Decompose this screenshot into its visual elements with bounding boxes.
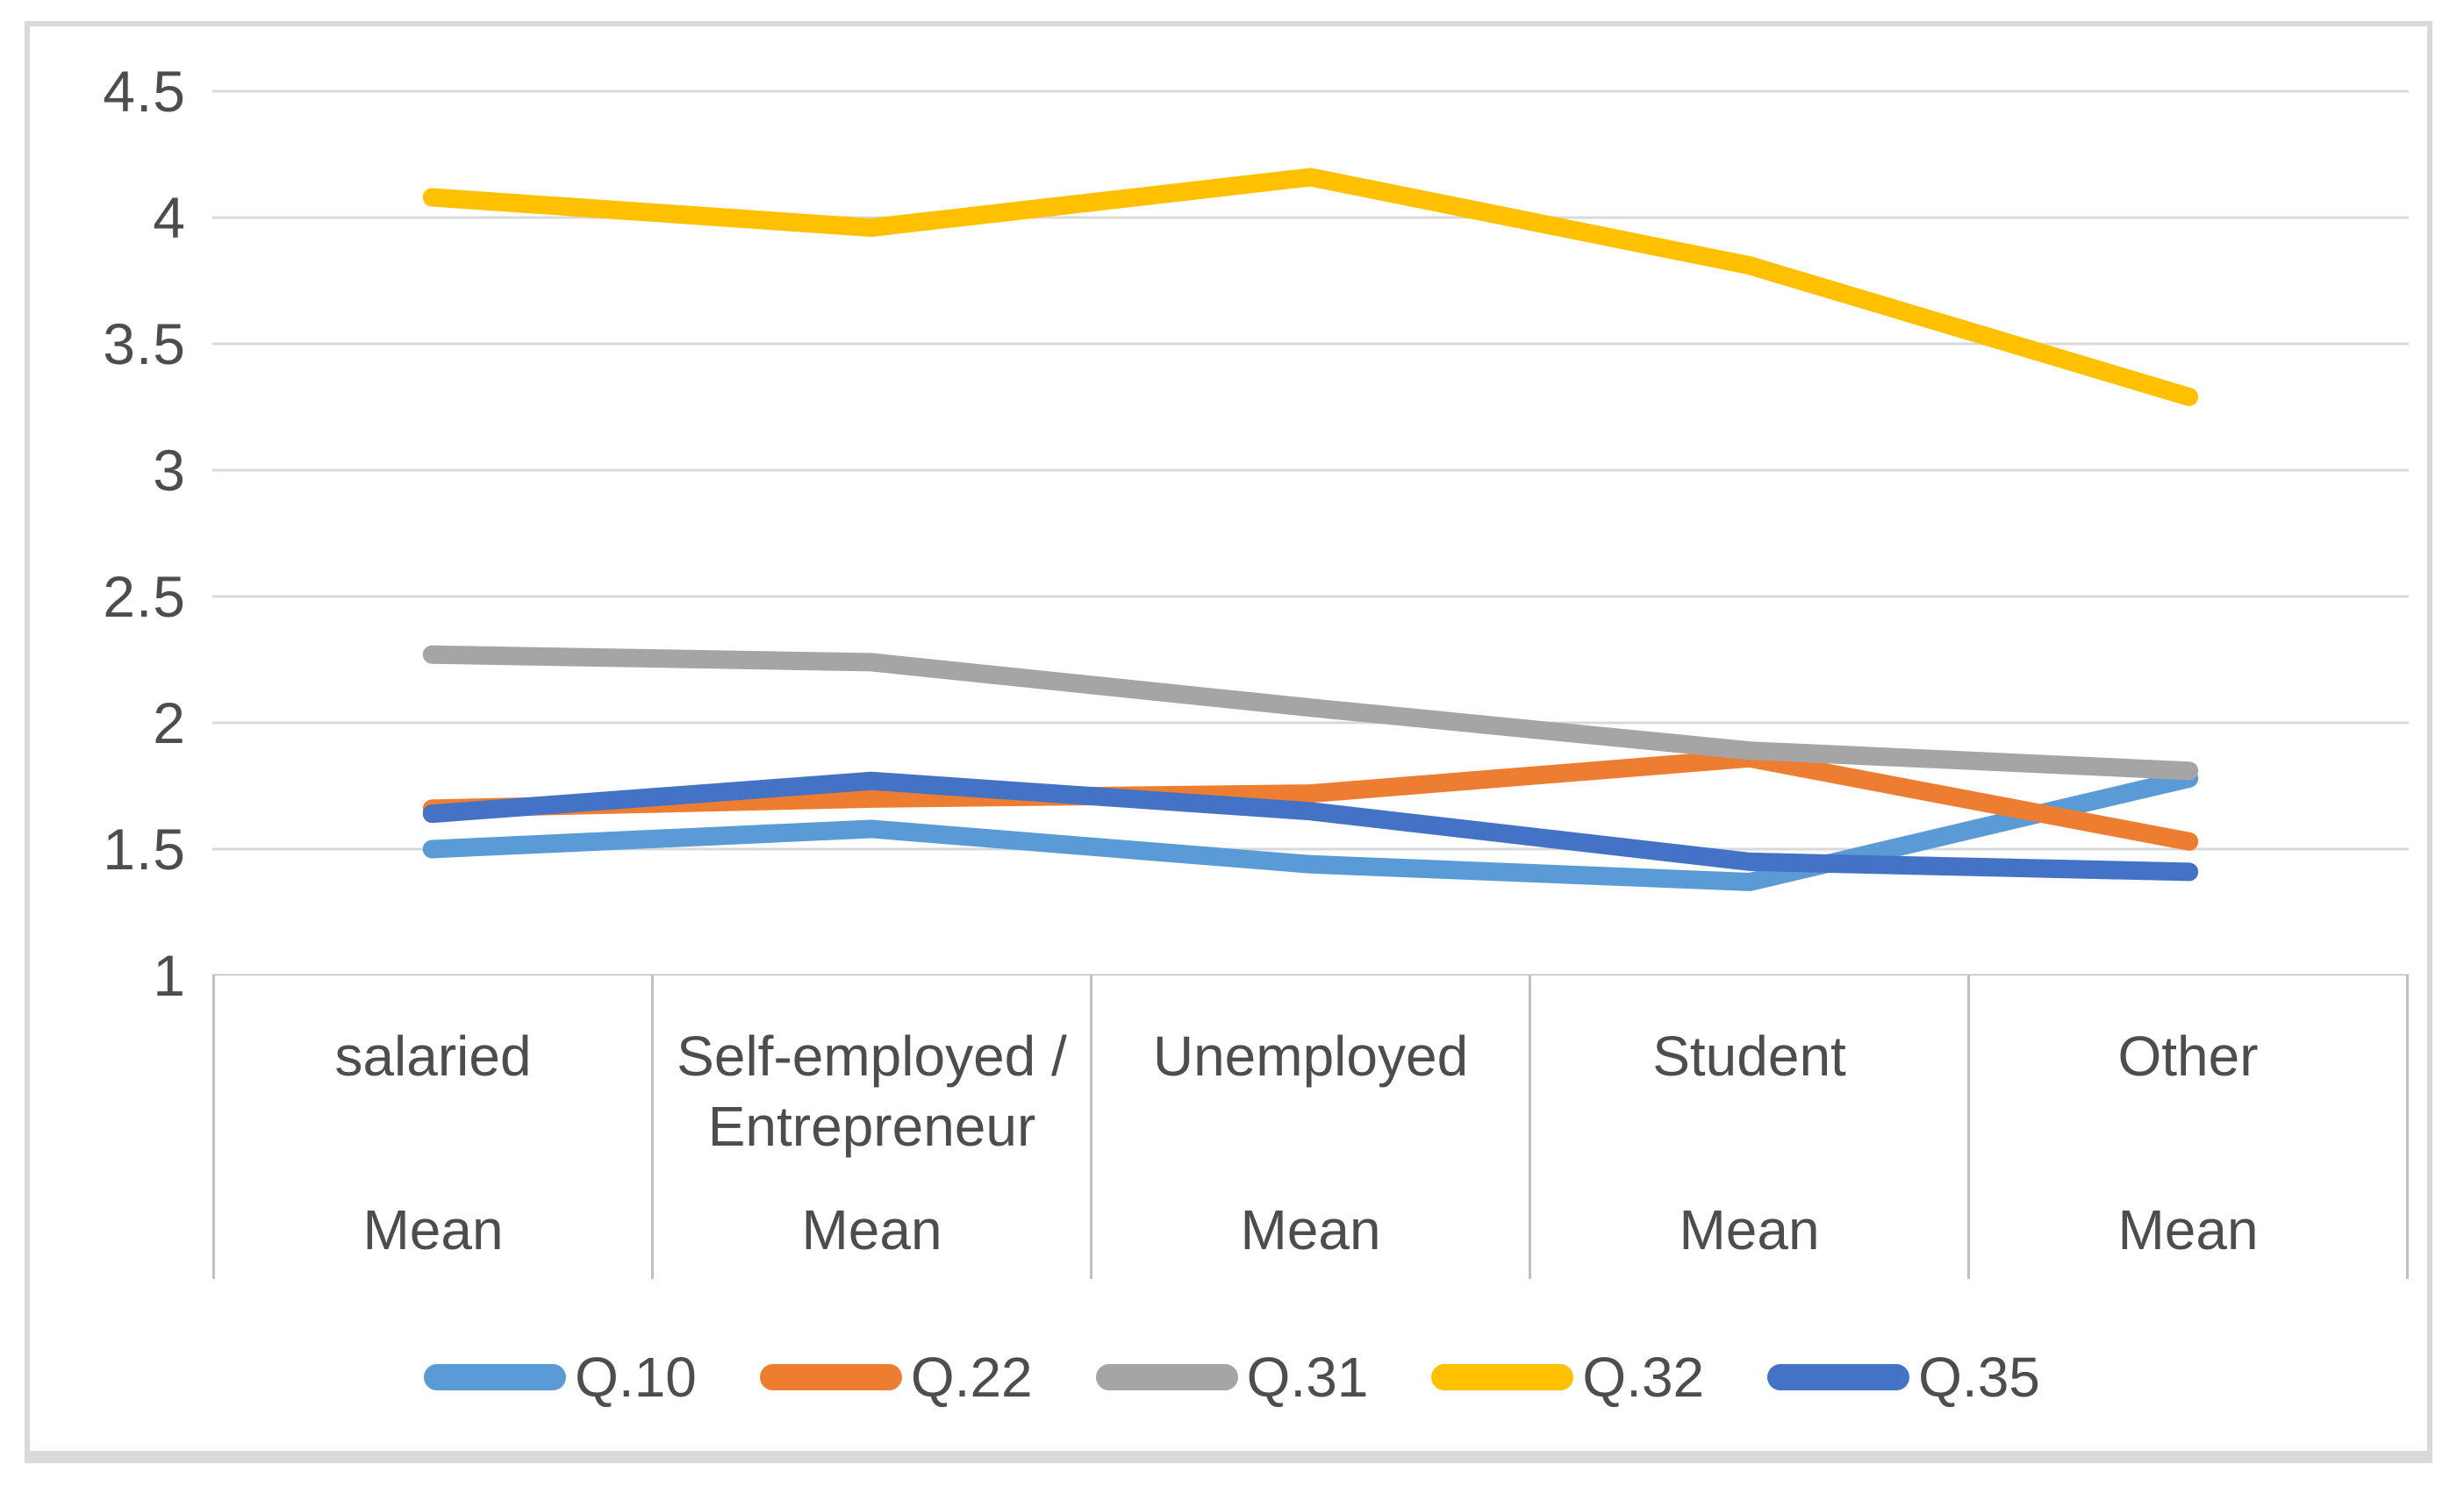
category-sublabel-mean: Mean: [1679, 1198, 1820, 1261]
category-label: Unemployed: [1152, 1025, 1469, 1088]
category-cell: Self-employed / Entrepreneur Mean: [651, 975, 1090, 1279]
legend: Q.10 Q.22 Q.31 Q.32 Q.35: [0, 1335, 2464, 1419]
legend-label: Q.22: [910, 1346, 1033, 1409]
series-line-Q.35: [422, 771, 2199, 882]
legend-swatch-icon: [1431, 1364, 1574, 1390]
category-label: Self-employed / Entrepreneur: [677, 1025, 1067, 1158]
legend-label: Q.35: [1918, 1346, 2040, 1409]
plot-area: [212, 89, 2409, 975]
category-cell: Other Mean: [1967, 975, 2409, 1279]
category-sublabel-mean: Mean: [2117, 1198, 2259, 1261]
y-tick-label: 1.5: [103, 817, 186, 882]
legend-swatch-icon: [1767, 1364, 1910, 1390]
series-line-Q.10: [422, 768, 2199, 891]
legend-item-Q.22: Q.22: [759, 1345, 1033, 1410]
legend-item-Q.35: Q.35: [1767, 1345, 2040, 1410]
category-sublabel-mean: Mean: [1240, 1198, 1381, 1261]
category-cell: Unemployed Mean: [1090, 975, 1529, 1279]
series-line-Q.31: [422, 645, 2199, 781]
y-tick-label: 2.5: [103, 564, 186, 629]
legend-label: Q.32: [1582, 1346, 1705, 1409]
category-cell: salaried Mean: [212, 975, 651, 1279]
category-cell: Student Mean: [1529, 975, 1967, 1279]
legend-swatch-icon: [1095, 1364, 1238, 1390]
series-line-Q.22: [422, 748, 2199, 851]
y-tick-label: 2: [153, 690, 186, 755]
legend-item-Q.31: Q.31: [1095, 1345, 1369, 1410]
chart-frame: [25, 21, 2432, 1463]
legend-swatch-icon: [424, 1364, 567, 1390]
category-label: Student: [1652, 1025, 1846, 1088]
y-tick-label: 4: [153, 185, 186, 250]
y-tick-label: 3.5: [103, 311, 186, 376]
category-sublabel-mean: Mean: [801, 1198, 942, 1261]
legend-label: Q.31: [1246, 1346, 1369, 1409]
y-tick-label: 3: [153, 438, 186, 503]
y-tick-label: 1: [153, 943, 186, 1008]
category-label: salaried: [334, 1025, 532, 1088]
legend-label: Q.10: [575, 1346, 697, 1409]
legend-item-Q.10: Q.10: [424, 1345, 697, 1410]
y-tick-label: 4.5: [103, 59, 186, 124]
legend-swatch-icon: [759, 1364, 902, 1390]
category-sublabel-mean: Mean: [362, 1198, 504, 1261]
x-axis-category-table: salaried Mean Self-employed / Entrepreneur…: [212, 975, 2409, 1279]
series-line-Q.32: [422, 168, 2199, 406]
category-label: Other: [2117, 1025, 2259, 1088]
legend-item-Q.32: Q.32: [1431, 1345, 1704, 1410]
